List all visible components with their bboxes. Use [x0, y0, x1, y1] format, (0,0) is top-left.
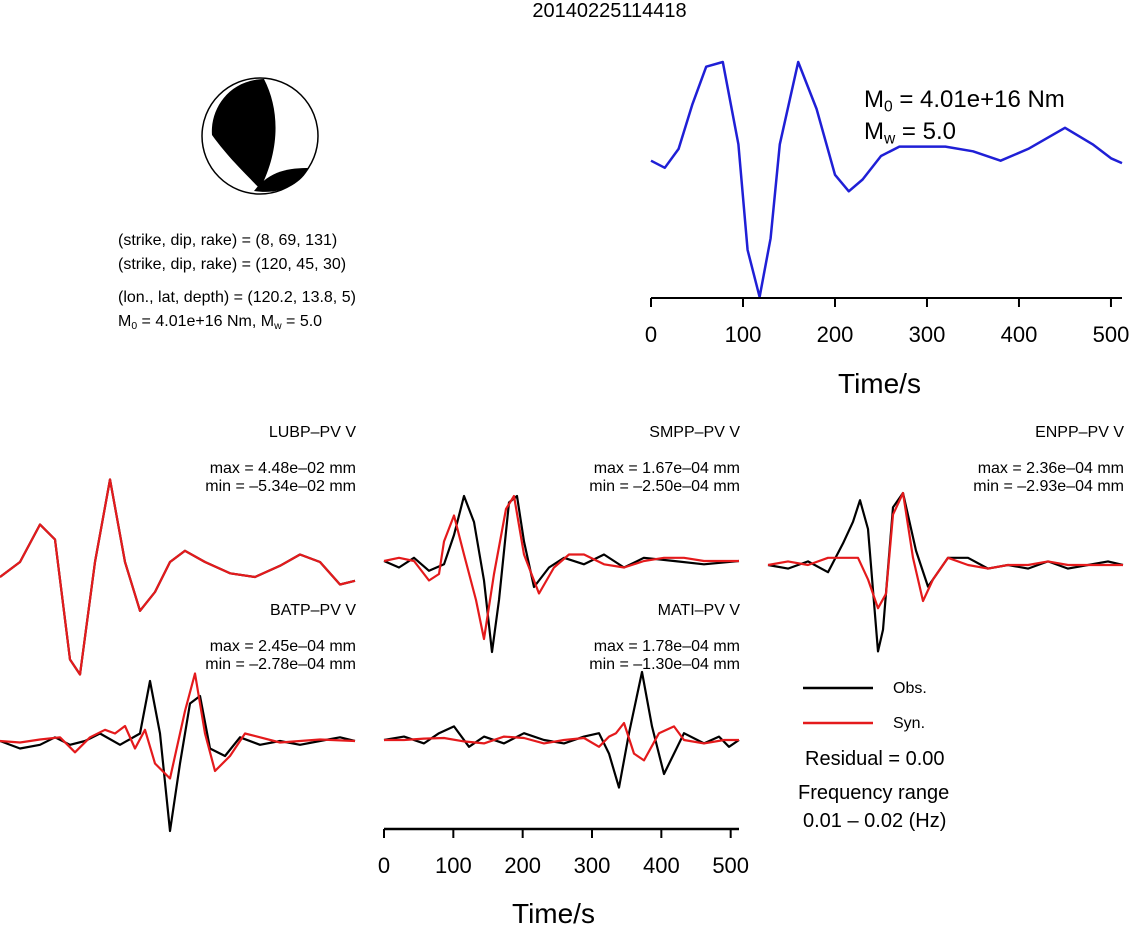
- residual-label: Residual = 0.00: [805, 748, 945, 770]
- stf-tick-label: 200: [817, 322, 854, 347]
- stf-m0-label: M0 = 4.01e+16 Nm: [864, 86, 1065, 116]
- stf-tick-label: 400: [1001, 322, 1038, 347]
- waveform-tick-label: 500: [712, 853, 749, 878]
- legend-syn-label: Syn.: [893, 715, 926, 732]
- waveform-tick-label: 400: [643, 853, 680, 878]
- waveform-x-axis-label: Time/s: [512, 898, 595, 929]
- station-max-label: max = 1.67e–04 mm: [593, 460, 740, 477]
- beachball-compression-south: [254, 168, 309, 192]
- waveform-obs-line: [383, 670, 740, 789]
- station-max-label: max = 4.48e–02 mm: [209, 460, 356, 477]
- station-max-label: max = 2.36e–04 mm: [977, 460, 1124, 477]
- station-label: ENPP–PV V: [1035, 424, 1124, 441]
- station-min-label: min = –2.50e–04 mm: [589, 478, 740, 495]
- stf-tick-label: 300: [909, 322, 946, 347]
- station-min-label: min = –2.78e–04 mm: [205, 656, 356, 673]
- station-label: SMPP–PV V: [649, 424, 740, 441]
- waveform-syn-line: [767, 491, 1123, 610]
- station-label: BATP–PV V: [270, 602, 356, 619]
- plane-2-label: (strike, dip, rake) = (120, 45, 30): [118, 256, 347, 273]
- waveform-x-axis: 0 100 200 300 400 500: [378, 827, 749, 878]
- stf-x-axis: 0 100 200 300 400 500: [645, 297, 1130, 347]
- plane-1-label: (strike, dip, rake) = (8, 69, 131): [118, 232, 338, 249]
- station-max-label: max = 2.45e–04 mm: [209, 638, 356, 655]
- stf-mw-label: Mw = 5.0: [864, 118, 956, 148]
- waveform-tick-label: 200: [504, 853, 541, 878]
- figure-title: 20140225114418: [532, 0, 687, 22]
- waveform-syn-line: [384, 721, 739, 762]
- waveform-syn-line: [0, 478, 356, 676]
- waveform-obs-line: [0, 679, 356, 833]
- beachball: [201, 77, 319, 195]
- waveform-tick-label: 300: [574, 853, 611, 878]
- stf-tick-label: 0: [645, 322, 657, 347]
- station-label: MATI–PV V: [657, 602, 740, 619]
- station-min-label: min = –2.93e–04 mm: [973, 478, 1124, 495]
- station-label: LUBP–PV V: [268, 424, 356, 441]
- stf-tick-label: 500: [1093, 322, 1130, 347]
- station-min-label: min = –1.30e–04 mm: [589, 656, 740, 673]
- waveform-syn-line: [383, 494, 739, 641]
- stf-x-axis-label: Time/s: [838, 368, 921, 399]
- waveform-tick-label: 0: [378, 853, 390, 878]
- waveform-panels: [0, 478, 1124, 833]
- waveform-syn-line: [0, 672, 356, 780]
- beachball-compression-west: [211, 79, 276, 189]
- legend-obs-label: Obs.: [893, 680, 927, 697]
- stf-plot: [650, 60, 1123, 299]
- frequency-title: Frequency range: [798, 782, 950, 804]
- station-min-label: min = –5.34e–02 mm: [205, 478, 356, 495]
- location-label: (lon., lat, depth) = (120.2, 13.8, 5): [118, 289, 356, 306]
- stf-series-line: [650, 60, 1123, 299]
- frequency-value: 0.01 – 0.02 (Hz): [803, 810, 947, 832]
- stf-tick-label: 100: [725, 322, 762, 347]
- waveform-obs-line: [767, 491, 1124, 653]
- waveform-tick-label: 100: [435, 853, 472, 878]
- moment-label: M0 = 4.01e+16 Nm, Mw = 5.0: [118, 313, 323, 333]
- station-max-label: max = 1.78e–04 mm: [593, 638, 740, 655]
